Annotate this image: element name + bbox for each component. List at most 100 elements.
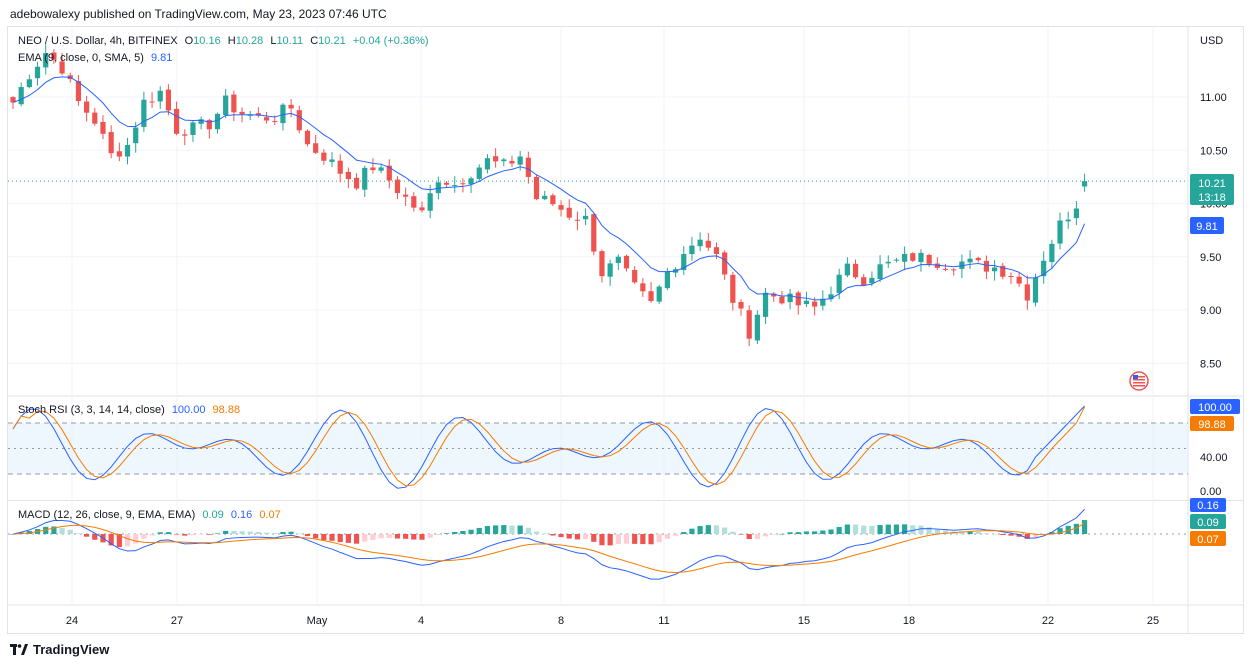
publish-caption: adebowalexy published on TradingView.com… — [10, 7, 387, 21]
macd-histogram-bar — [517, 525, 523, 534]
macd-histogram-bar — [803, 531, 810, 534]
macd-histogram-bar — [165, 532, 172, 534]
candle-body — [722, 252, 728, 275]
candle-body — [165, 89, 172, 111]
candle-body — [149, 101, 155, 103]
candle-body — [762, 292, 769, 317]
price-badge: 10.21 — [1198, 178, 1226, 190]
candle-body — [313, 143, 319, 153]
macd-signal-badge: 0.07 — [1197, 534, 1218, 546]
candle-body — [738, 302, 744, 309]
macd-histogram-bar — [550, 534, 556, 536]
stoch-d-badge-bg — [1190, 416, 1234, 431]
x-tick-label: 25 — [1147, 615, 1159, 627]
candle-body — [812, 301, 818, 307]
macd-histogram-bar — [942, 530, 949, 534]
candle-body — [370, 167, 376, 171]
macd-histogram-bar — [591, 534, 597, 542]
candle-body — [730, 274, 736, 303]
ema-label[interactable]: EMA (9, close, 0, SMA, 5) — [18, 52, 144, 64]
candle-body — [656, 286, 662, 302]
macd-histogram-bar — [1073, 523, 1079, 534]
macd-histogram-bar — [648, 534, 654, 545]
y-tick-label: 11.00 — [1200, 92, 1227, 104]
candle-body — [353, 177, 360, 189]
macd-histogram-bar — [607, 534, 613, 546]
candle-body — [942, 268, 949, 270]
macd-histogram-bar — [583, 534, 589, 540]
low-value: 10.11 — [276, 35, 304, 47]
macd-histogram-bar — [926, 527, 932, 534]
macd-histogram-bar — [411, 534, 417, 540]
candle-body — [296, 110, 302, 131]
macd-histogram-bar — [1016, 534, 1022, 537]
macd-hist-badge: 0.09 — [1197, 517, 1218, 529]
candle-body — [394, 179, 401, 194]
macd-histogram-bar — [345, 534, 351, 543]
macd-histogram-bar — [754, 534, 760, 539]
candle-body — [1081, 181, 1088, 187]
macd-histogram-bar — [697, 525, 703, 534]
candle-body — [18, 87, 24, 105]
macd-histogram-bar — [566, 534, 572, 539]
macd-histogram-bar — [1065, 525, 1071, 534]
candle-body — [501, 159, 507, 162]
candle-body — [836, 274, 842, 294]
macd-histogram-bar — [640, 534, 646, 545]
macd-histogram-bar — [967, 531, 973, 534]
candle-body — [182, 134, 188, 136]
x-tick-label: 8 — [558, 615, 564, 627]
candle-body — [967, 258, 973, 263]
candle-body — [288, 104, 294, 109]
candle-body — [787, 293, 793, 303]
footer-brand: TradingView — [33, 642, 110, 657]
macd-histogram-bar — [403, 534, 409, 539]
stoch-d-badge: 98.88 — [1198, 419, 1226, 431]
candle-body — [525, 157, 531, 177]
macd-line-badge: 0.16 — [1197, 500, 1218, 512]
candle-body — [419, 207, 425, 211]
macd-histogram-bar — [730, 531, 736, 534]
macd-histogram-bar — [992, 533, 998, 535]
candle-body — [1049, 243, 1055, 263]
macd-histogram-bar — [206, 534, 212, 535]
macd-histogram-bar — [493, 525, 499, 534]
macd-histogram-bar — [288, 531, 294, 534]
candle-body — [337, 160, 343, 174]
stoch-k-value: 100.00 — [171, 404, 206, 416]
tradingview-footer[interactable]: TradingView — [10, 642, 109, 657]
candle-body — [468, 178, 474, 185]
symbol-line[interactable]: NEO / U.S. Dollar, 4h, BITFINEX — [18, 35, 178, 47]
macd-signal-line — [12, 522, 1085, 574]
candle-body — [108, 132, 114, 154]
candle-body — [272, 120, 278, 122]
candle-body — [133, 127, 139, 144]
candle-body — [632, 270, 638, 283]
macd-label[interactable]: MACD (12, 26, close, 9, EMA, EMA) — [18, 509, 196, 521]
candle-body — [1032, 277, 1039, 303]
macd-histogram-bar — [133, 534, 139, 544]
macd-histogram-bar — [484, 526, 491, 534]
candle-body — [443, 182, 450, 185]
stoch-k-badge: 100.00 — [1198, 402, 1232, 414]
macd-histogram-bar — [615, 534, 621, 545]
macd-histogram-bar — [239, 531, 245, 534]
macd-histogram-bar — [149, 534, 155, 536]
macd-histogram-bar — [713, 525, 720, 534]
candle-body — [542, 195, 548, 200]
candle-body — [100, 121, 106, 134]
macd-histogram-bar — [329, 534, 335, 541]
flag-stripe — [1133, 385, 1145, 387]
candle-body — [697, 239, 703, 247]
macd-histogram-bar — [509, 525, 515, 534]
candle-body — [550, 195, 556, 205]
macd-histogram-bar — [353, 534, 360, 544]
macd-histogram-bar — [836, 527, 842, 534]
stoch-label[interactable]: Stoch RSI (3, 3, 14, 14, close) — [18, 404, 165, 416]
macd-histogram-bar — [255, 531, 261, 534]
macd-histogram-bar — [337, 534, 343, 543]
stoch-legend: Stoch RSI (3, 3, 14, 14, close) 100.00 9… — [18, 404, 244, 416]
stoch-d-value: 98.88 — [212, 404, 241, 416]
macd-histogram-bar — [1049, 532, 1055, 534]
